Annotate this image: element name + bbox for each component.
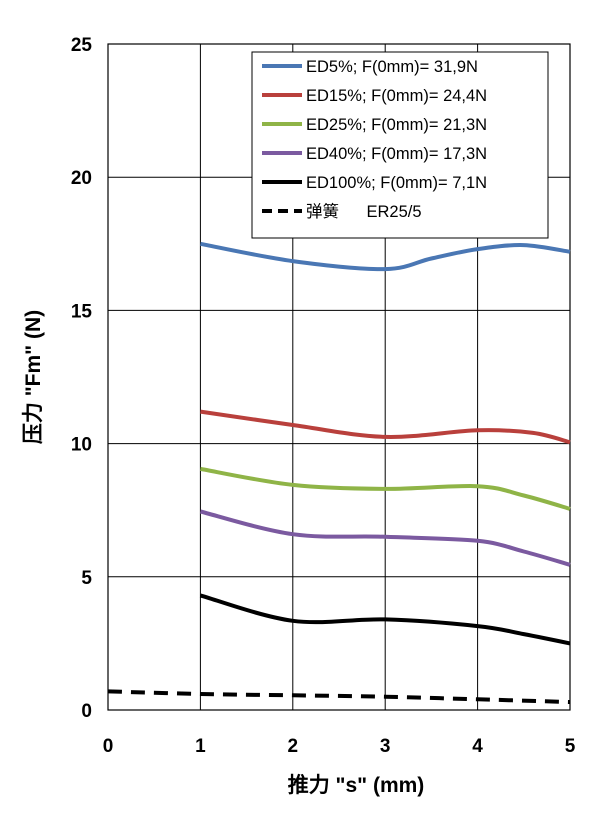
y-tick-label: 20 (71, 168, 92, 189)
series-line-4 (199, 509, 571, 567)
legend-label: ED100%; F(0mm)= 7,1N (306, 174, 487, 192)
x-tick-label: 5 (565, 736, 576, 757)
legend-label: ED40%; F(0mm)= 17,3N (306, 145, 487, 163)
series-lines (107, 241, 571, 704)
y-tick-label: 10 (71, 435, 92, 456)
x-tick-label: 3 (380, 736, 391, 757)
y-axis-title: 压力 "Fm" (N) (22, 310, 45, 444)
series-line-5 (199, 593, 571, 646)
legend-label: ED5%; F(0mm)= 31,9N (306, 58, 478, 76)
x-tick-label: 2 (288, 736, 299, 757)
y-tick-label: 0 (81, 701, 92, 722)
legend-label: ED15%; F(0mm)= 24,4N (306, 87, 487, 105)
legend: ED5%; F(0mm)= 31,9N ED15%; F(0mm)= 24,4N E… (251, 51, 549, 239)
x-tick-label: 4 (472, 736, 483, 757)
legend-label: 弹簧 ER25/5 (306, 202, 422, 221)
x-tick-label: 1 (195, 736, 206, 757)
legend-label: ED25%; F(0mm)= 21,3N (306, 116, 487, 134)
y-tick-label: 25 (71, 35, 93, 56)
y-tick-label: 5 (81, 568, 92, 589)
plot-area-border (107, 43, 571, 711)
legend-box (251, 51, 549, 239)
x-axis-title: 推力 "s" (mm) (288, 774, 425, 797)
series-line-2 (200, 409, 571, 445)
series-line-3 (200, 466, 571, 511)
tick-labels: 0 1 2 3 4 5 0 5 10 15 20 25 (71, 35, 576, 757)
series-line-6 (107, 689, 571, 704)
y-tick-label: 15 (71, 301, 93, 322)
series-line-1 (200, 241, 571, 272)
x-tick-label: 0 (103, 736, 114, 757)
